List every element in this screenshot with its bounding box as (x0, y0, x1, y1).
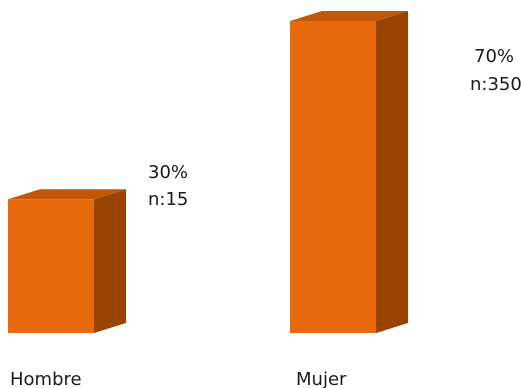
bar-side-mujer (376, 11, 408, 333)
data-label-hombre-count: n:15 (148, 189, 188, 210)
data-label-mujer-count: n:350 (470, 74, 521, 95)
bar-mujer (290, 11, 408, 333)
category-label-hombre: Hombre (10, 369, 82, 388)
data-label-mujer-percent: 70% (474, 46, 514, 67)
category-label-mujer: Mujer (296, 369, 347, 388)
bar-top-hombre (8, 189, 126, 200)
bar-side-hombre (94, 189, 126, 333)
bars (8, 11, 408, 333)
data-label-hombre-percent: 30% (148, 162, 188, 183)
bar-hombre (8, 189, 126, 333)
bar-front-hombre (8, 199, 94, 333)
bar-top-mujer (290, 11, 408, 21)
bar-front-mujer (290, 21, 376, 333)
